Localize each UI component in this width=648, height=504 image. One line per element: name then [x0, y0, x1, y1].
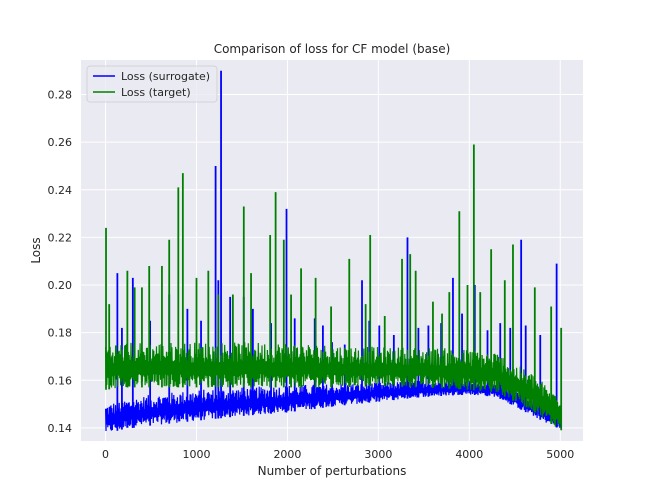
x-axis-label: Number of perturbations	[258, 464, 407, 478]
y-tick-label: 0.14	[48, 422, 73, 435]
y-tick-label: 0.26	[48, 136, 73, 149]
legend-box	[86, 65, 218, 103]
y-tick-label: 0.16	[48, 374, 73, 387]
tick-labels: 0 1000 2000 3000 4000 5000 0.14 0.16 0.18 0.20 0.2…	[48, 89, 575, 461]
x-tick-label: 0	[102, 448, 109, 461]
x-tick-label: 5000	[546, 448, 574, 461]
series-line	[105, 342, 561, 427]
x-tick-label: 2000	[273, 448, 301, 461]
legend-label: Loss (target)	[121, 86, 191, 99]
series-layer	[105, 70, 563, 432]
y-tick-label: 0.24	[48, 184, 73, 197]
series-target	[105, 144, 563, 431]
legend: Loss (surrogate) Loss (target)	[86, 65, 218, 103]
y-tick-label: 0.20	[48, 279, 73, 292]
y-tick-label: 0.22	[48, 231, 73, 244]
x-tick-label: 4000	[455, 448, 483, 461]
y-tick-label: 0.18	[48, 327, 73, 340]
x-tick-label: 3000	[364, 448, 392, 461]
x-tick-label: 1000	[182, 448, 210, 461]
chart-title: Comparison of loss for CF model (base)	[214, 42, 451, 56]
y-axis-label: Loss	[29, 237, 43, 263]
legend-label: Loss (surrogate)	[121, 70, 210, 83]
y-tick-label: 0.28	[48, 89, 73, 102]
